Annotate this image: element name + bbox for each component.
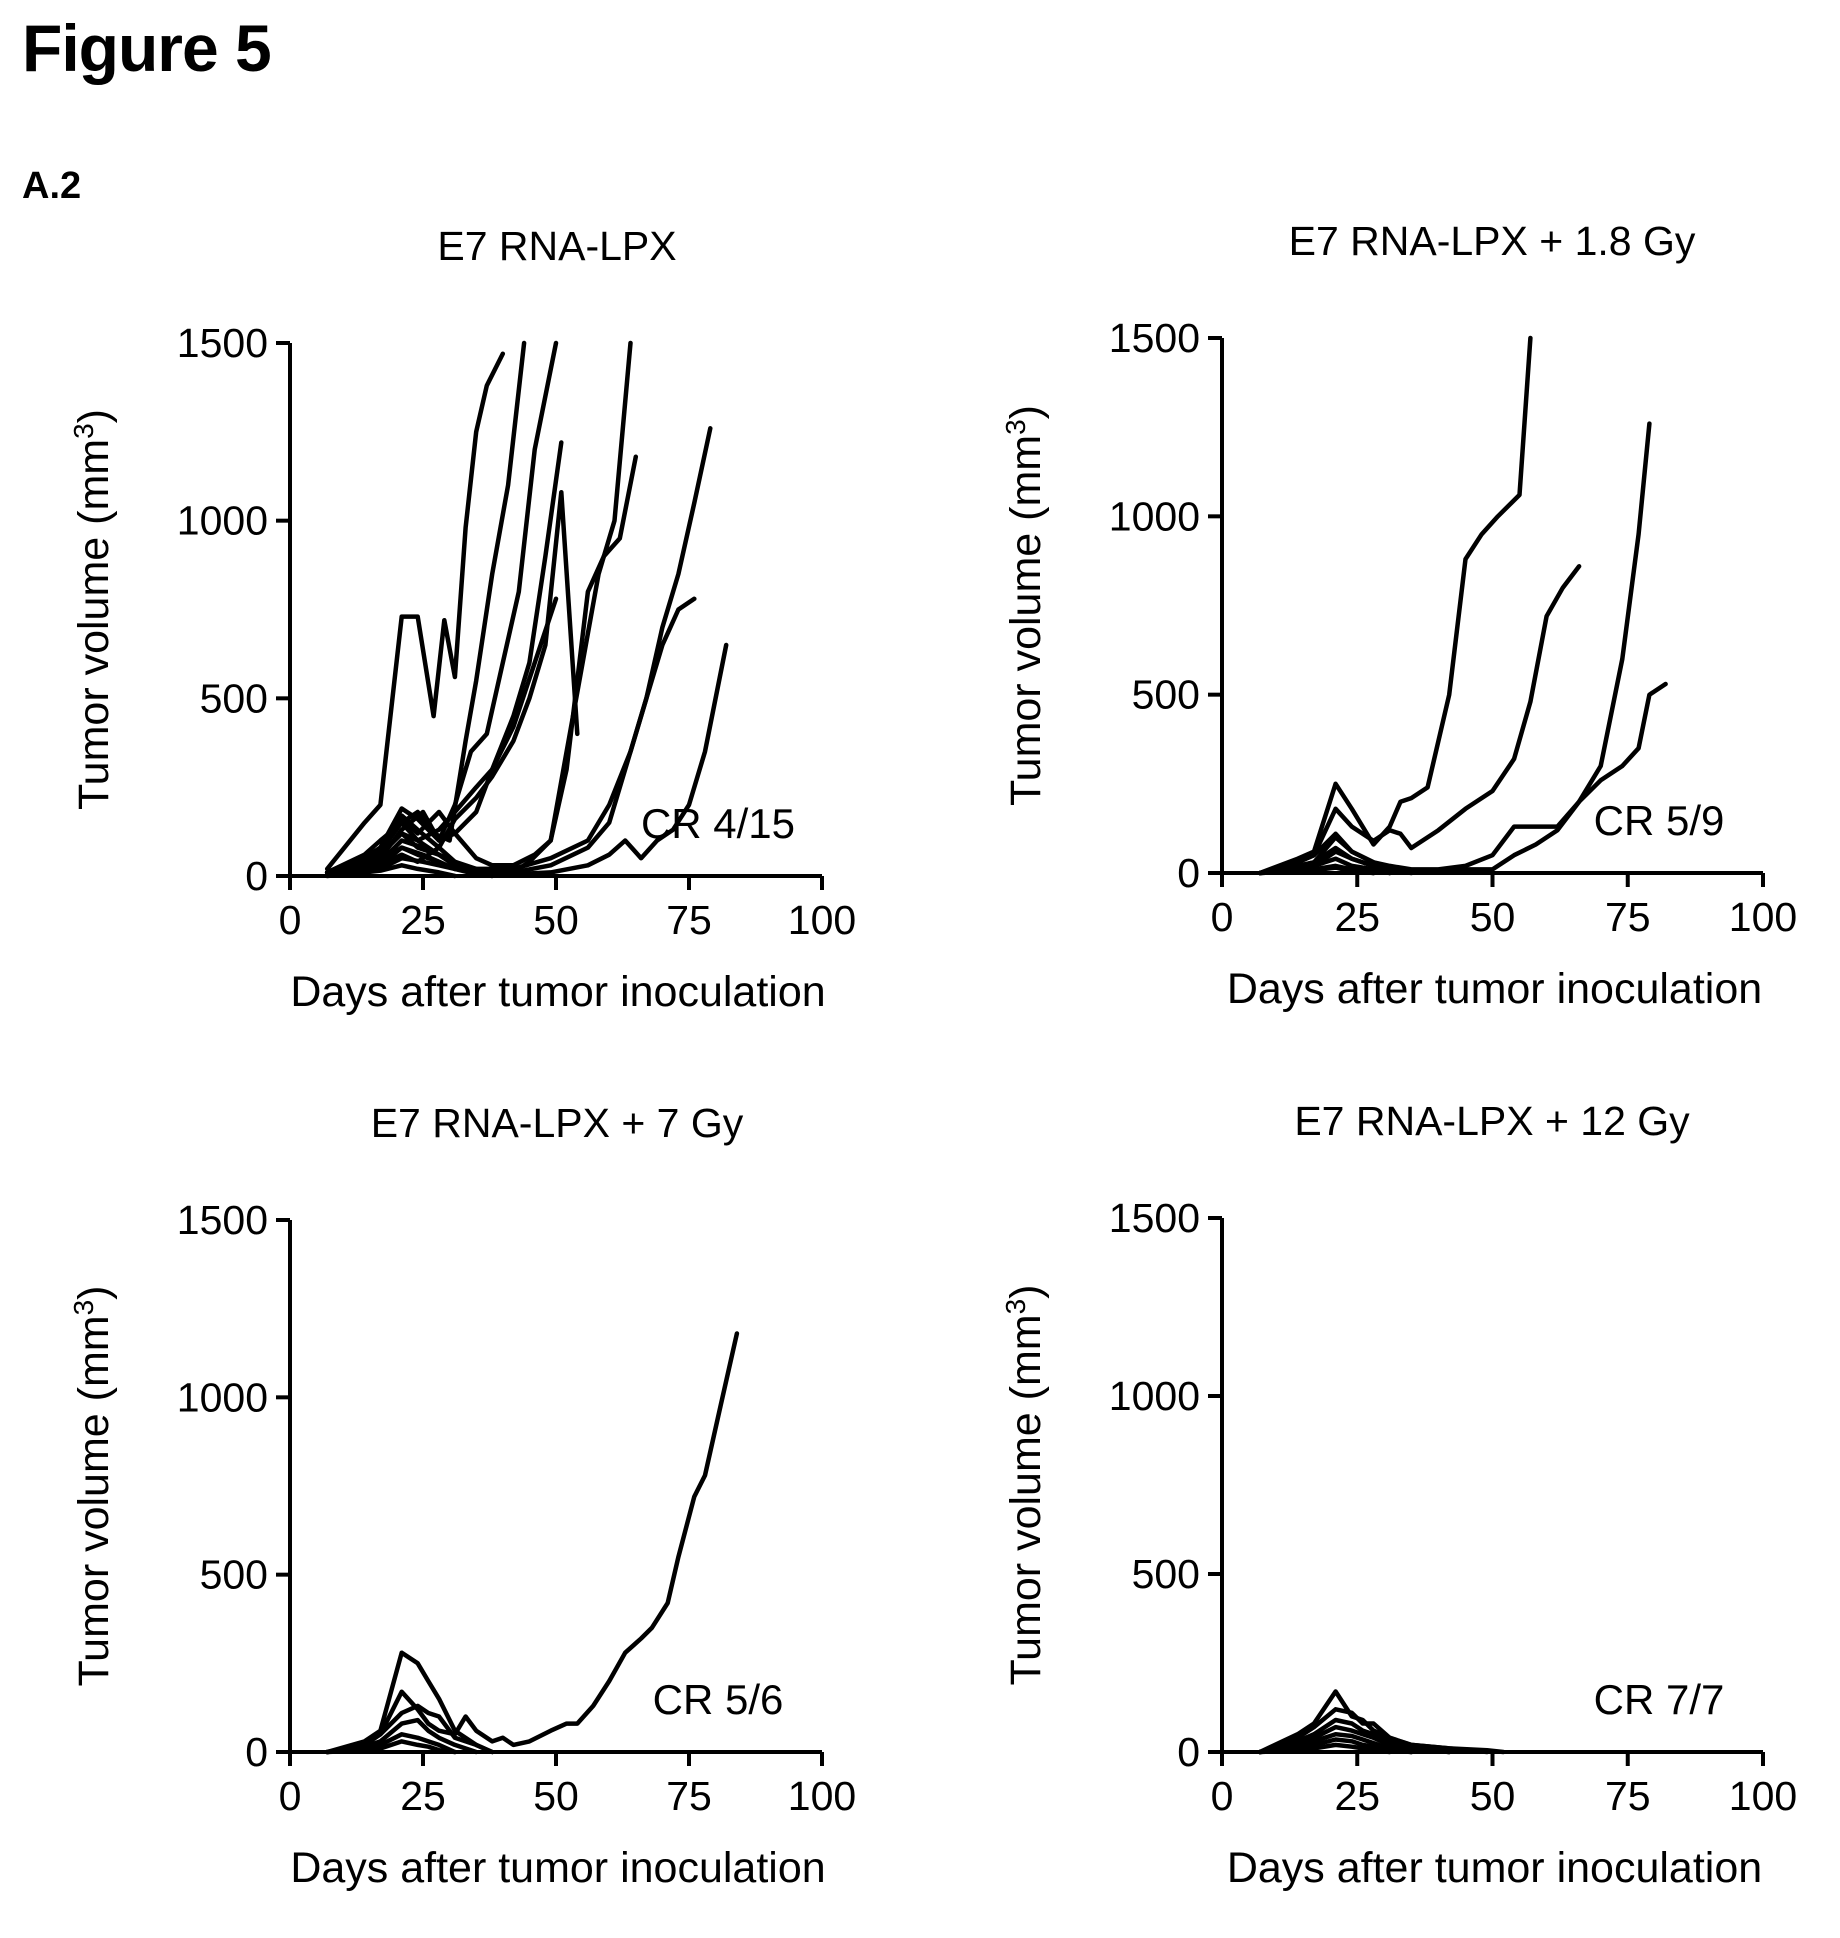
y-tick-label: 1000: [1109, 493, 1200, 539]
y-tick-label: 0: [1177, 850, 1200, 896]
series-line-2: [324, 340, 527, 875]
cr-annotation: CR 5/9: [1594, 797, 1725, 844]
series-line-7: [1257, 1742, 1392, 1755]
cr-annotation: CR 4/15: [641, 800, 795, 847]
x-axis-title: Days after tumor inoculation: [290, 968, 825, 1016]
series-line-7: [324, 340, 633, 875]
series-line-4: [1257, 1724, 1452, 1755]
x-tick-label: 75: [1605, 1773, 1651, 1819]
series-line-2: [324, 1650, 495, 1755]
y-tick-label: 1500: [177, 1197, 268, 1243]
x-tick-label: 25: [400, 897, 446, 943]
x-tick-label: 50: [1470, 894, 1516, 940]
series-line-12: [324, 831, 479, 875]
chart-title: E7 RNA-LPX + 1.8 Gy: [1289, 218, 1696, 264]
x-axis-title: Days after tumor inoculation: [1227, 965, 1762, 1013]
series-line-4: [324, 1717, 479, 1755]
y-tick-label: 500: [1132, 1551, 1200, 1597]
x-tick-label: 0: [1211, 1773, 1234, 1819]
series-line-5: [1257, 1731, 1414, 1755]
series-line-1: [324, 351, 506, 872]
series-line-8: [324, 596, 559, 875]
series-line-2: [1257, 1707, 1490, 1755]
series-line-11: [324, 642, 729, 877]
figure-title: Figure 5: [22, 11, 272, 85]
chart-title: E7 RNA-LPX: [437, 223, 676, 269]
y-axis-title: Tumor volume (mm3): [1000, 1284, 1051, 1685]
y-axis-title: Tumor volume (mm3): [1000, 405, 1051, 806]
x-axis-title: Days after tumor inoculation: [290, 1844, 825, 1892]
series-line-9: [1257, 865, 1376, 876]
x-tick-label: 0: [279, 1773, 302, 1819]
y-tick-label: 0: [245, 1729, 268, 1775]
series-line-2: [1257, 564, 1582, 876]
series-line-3: [1257, 421, 1652, 876]
series-line-14: [324, 845, 495, 879]
chart-panel-3: E7 RNA-LPX + 7 Gy 0 500 1000 1500 0 25 50 75 100 D…: [68, 1100, 857, 1892]
series-line-6: [1257, 845, 1392, 876]
x-tick-label: 0: [279, 897, 302, 943]
chart-panel-4: E7 RNA-LPX + 12 Gy 0 500 1000 1500 0 25 50 75 100…: [1000, 1098, 1798, 1892]
x-tick-label: 25: [1334, 894, 1380, 940]
x-tick-label: 50: [533, 897, 579, 943]
y-tick-label: 1000: [177, 498, 268, 544]
x-tick-label: 50: [1470, 1773, 1516, 1819]
x-tick-label: 25: [1334, 1773, 1380, 1819]
series-line-4: [324, 440, 564, 875]
chart-panel-1: E7 RNA-LPX 0 500 1000 1500 0 25 50 75 100 Days aft…: [68, 223, 857, 1016]
series-line-3: [324, 1703, 495, 1755]
x-tick-label: 100: [788, 1773, 856, 1819]
series-line-5: [1257, 831, 1414, 876]
y-tick-label: 0: [245, 853, 268, 899]
series-line-1: [324, 1331, 740, 1755]
panel-label: A.2: [22, 165, 82, 207]
y-tick-label: 1500: [1109, 315, 1200, 361]
x-tick-label: 100: [1729, 894, 1797, 940]
y-tick-label: 500: [1132, 672, 1200, 718]
x-tick-label: 75: [1605, 894, 1651, 940]
series-line-1: [1257, 335, 1533, 876]
y-axis-title: Tumor volume (mm3): [68, 409, 119, 810]
x-tick-label: 100: [788, 897, 856, 943]
y-axis-title: Tumor volume (mm3): [68, 1285, 119, 1686]
x-tick-label: 75: [666, 897, 712, 943]
y-tick-label: 1000: [177, 1374, 268, 1420]
x-tick-label: 50: [533, 1773, 579, 1819]
x-axis-title: Days after tumor inoculation: [1227, 1844, 1762, 1892]
x-tick-label: 25: [400, 1773, 446, 1819]
series-line-6: [324, 1739, 458, 1755]
cr-annotation: CR 7/7: [1594, 1676, 1725, 1723]
y-tick-label: 1500: [1109, 1195, 1200, 1241]
chart-panel-2: E7 RNA-LPX + 1.8 Gy 0 500 1000 1500 0 25 50 75 10…: [1000, 218, 1798, 1013]
y-tick-label: 1500: [177, 320, 268, 366]
chart-title: E7 RNA-LPX + 12 Gy: [1294, 1098, 1690, 1144]
x-tick-label: 0: [1211, 894, 1234, 940]
series-line-15: [324, 863, 458, 879]
x-tick-label: 75: [666, 1773, 712, 1819]
y-tick-label: 1000: [1109, 1373, 1200, 1419]
y-tick-label: 500: [200, 675, 268, 721]
chart-title: E7 RNA-LPX + 7 Gy: [371, 1100, 744, 1146]
cr-annotation: CR 5/6: [653, 1676, 784, 1723]
y-tick-label: 500: [200, 1552, 268, 1598]
x-tick-label: 100: [1729, 1773, 1797, 1819]
y-tick-label: 0: [1177, 1729, 1200, 1775]
series-line-6: [1257, 1737, 1414, 1755]
series-line-3: [324, 340, 559, 875]
series-line-4: [1257, 681, 1668, 876]
